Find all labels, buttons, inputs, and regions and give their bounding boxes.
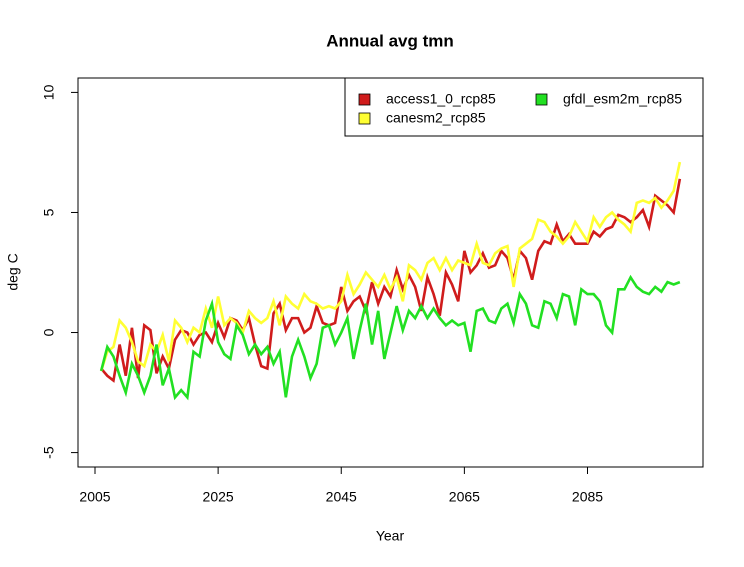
- legend-label: gfdl_esm2m_rcp85: [563, 91, 682, 107]
- y-tick-label: -5: [41, 446, 57, 459]
- data-line: [100, 178, 682, 383]
- legend-label: access1_0_rcp85: [386, 91, 496, 107]
- y-tick-label: 10: [41, 84, 57, 100]
- x-tick-label: 2025: [203, 489, 234, 505]
- x-tick-label: 2085: [572, 489, 603, 505]
- y-tick-label: 0: [41, 328, 57, 336]
- x-tick-label: 2005: [79, 489, 110, 505]
- legend-label: canesm2_rcp85: [386, 110, 486, 126]
- data-line: [99, 274, 681, 401]
- y-tick-label: 5: [41, 208, 57, 216]
- data-line: [99, 161, 682, 372]
- legend-swatch: [358, 112, 371, 125]
- legend-swatch: [358, 93, 371, 106]
- chart-title: Annual avg tmn: [326, 31, 454, 50]
- legend-swatch: [535, 93, 548, 106]
- x-tick-label: 2045: [326, 489, 357, 505]
- x-tick-label: 2065: [449, 489, 480, 505]
- legend-box: [344, 77, 704, 137]
- x-axis-label: Year: [376, 528, 405, 544]
- y-axis-label: deg C: [5, 253, 21, 290]
